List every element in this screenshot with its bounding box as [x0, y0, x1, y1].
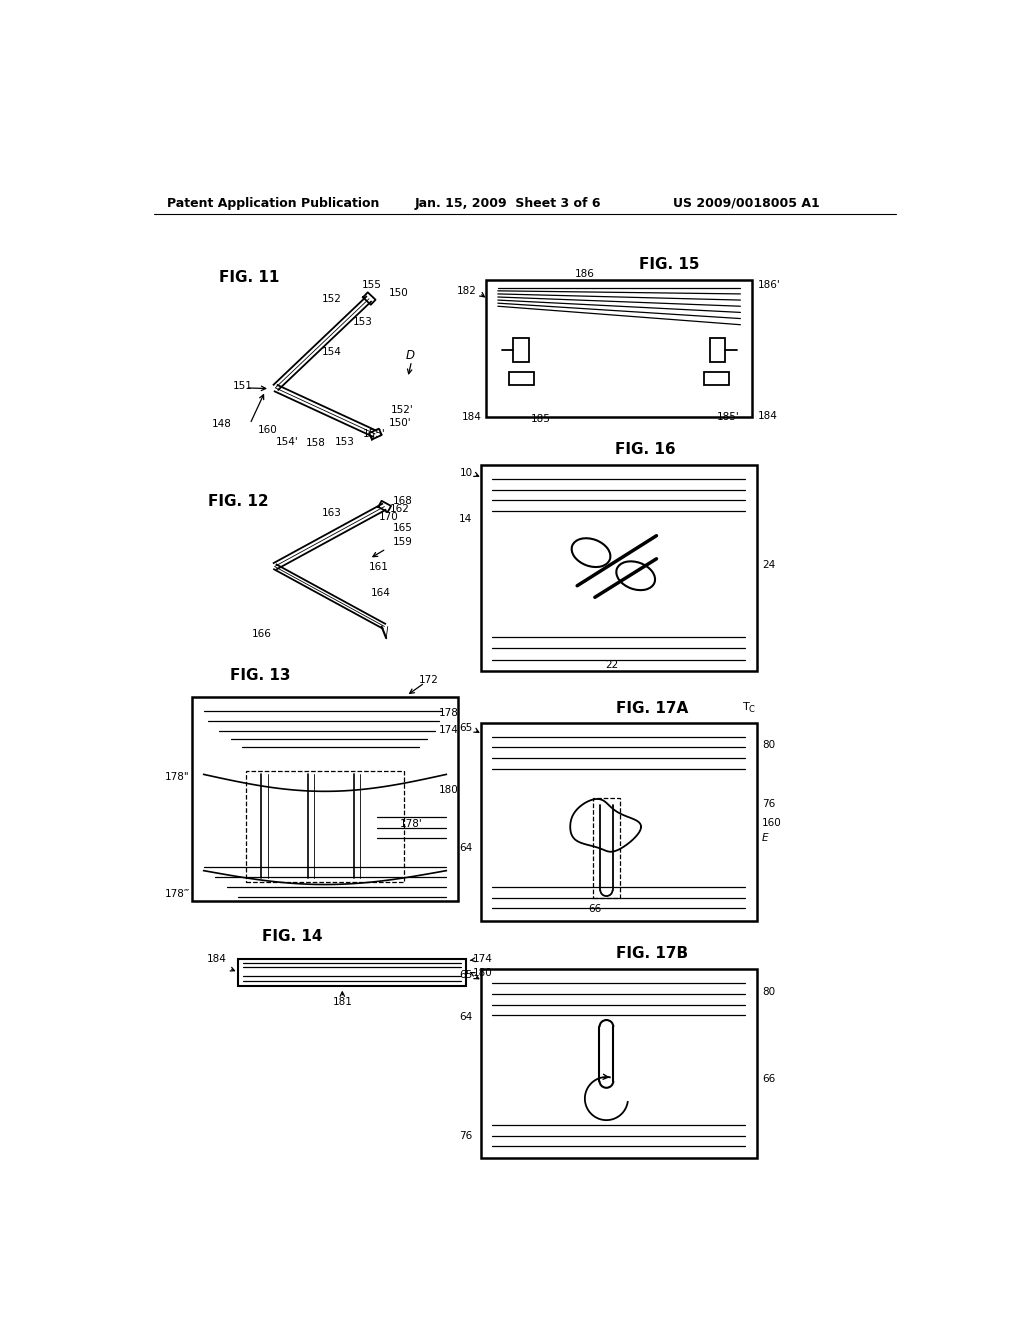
Text: 151: 151 [233, 380, 253, 391]
Text: FIG. 13: FIG. 13 [229, 668, 290, 684]
Text: 184: 184 [758, 411, 777, 421]
Text: 66: 66 [589, 904, 602, 915]
Text: 170: 170 [379, 512, 398, 523]
Text: 158: 158 [306, 438, 326, 449]
Text: 80: 80 [762, 986, 775, 997]
Bar [593, 797, 621, 898]
Text: 180: 180 [438, 785, 459, 795]
Ellipse shape [616, 561, 655, 590]
Text: 155': 155' [364, 429, 386, 440]
Text: 174: 174 [438, 725, 459, 735]
Text: Patent Application Publication: Patent Application Publication [167, 197, 379, 210]
Text: 164: 164 [371, 589, 391, 598]
Text: 64: 64 [459, 842, 472, 853]
Text: US 2009/0018005 A1: US 2009/0018005 A1 [673, 197, 820, 210]
Text: 162: 162 [390, 504, 410, 513]
Bar [513, 338, 528, 363]
Text: FIG. 12: FIG. 12 [208, 494, 268, 508]
Bar [481, 723, 757, 921]
Text: 178': 178' [400, 820, 423, 829]
Bar [239, 960, 466, 986]
Bar [509, 372, 535, 385]
Bar [481, 969, 757, 1158]
Bar [710, 338, 725, 363]
Bar [486, 280, 752, 417]
Text: 186': 186' [758, 280, 780, 290]
Text: 150': 150' [388, 417, 411, 428]
Text: 184: 184 [207, 954, 226, 964]
Text: 161: 161 [370, 561, 389, 572]
Text: 148: 148 [211, 418, 231, 429]
Text: 178": 178" [165, 772, 189, 781]
Text: 172: 172 [419, 676, 439, 685]
Text: 153: 153 [335, 437, 354, 446]
Text: 185': 185' [717, 412, 740, 422]
Text: 150: 150 [388, 288, 409, 298]
Text: FIG. 14: FIG. 14 [262, 928, 323, 944]
Text: 160: 160 [258, 425, 278, 436]
Text: 165: 165 [392, 523, 413, 533]
Text: FIG. 16: FIG. 16 [614, 442, 675, 457]
Text: T: T [742, 702, 750, 713]
Text: Jan. 15, 2009  Sheet 3 of 6: Jan. 15, 2009 Sheet 3 of 6 [415, 197, 601, 210]
Text: 14: 14 [459, 513, 472, 524]
Text: C: C [749, 705, 755, 714]
Text: 24: 24 [762, 560, 775, 570]
Text: 163: 163 [322, 508, 341, 517]
Text: 154': 154' [275, 437, 298, 446]
Text: 76: 76 [459, 1131, 472, 1142]
Bar [705, 372, 729, 385]
Text: 64: 64 [459, 1012, 472, 1022]
Bar [193, 697, 458, 902]
Text: 168: 168 [392, 496, 413, 506]
Text: 178‴: 178‴ [165, 888, 190, 899]
Text: 152: 152 [322, 294, 341, 305]
Text: 182: 182 [457, 286, 477, 296]
Text: 22: 22 [605, 660, 618, 671]
Text: 155: 155 [361, 280, 381, 290]
Text: FIG. 17A: FIG. 17A [615, 701, 688, 717]
Text: 154: 154 [322, 347, 341, 358]
Text: 166: 166 [252, 630, 272, 639]
Text: 10: 10 [460, 467, 472, 478]
Text: 185: 185 [531, 413, 551, 424]
Ellipse shape [571, 539, 610, 568]
Text: 66: 66 [762, 1073, 775, 1084]
Text: 153: 153 [352, 317, 372, 327]
Text: FIG. 17B: FIG. 17B [615, 946, 688, 961]
Text: 76: 76 [762, 799, 775, 809]
Text: 159: 159 [392, 537, 413, 546]
Text: 180: 180 [473, 968, 493, 978]
Text: 174: 174 [473, 954, 494, 964]
Text: 181: 181 [333, 997, 352, 1007]
Text: FIG. 15: FIG. 15 [639, 257, 699, 272]
Text: 80: 80 [762, 741, 775, 750]
Text: 152': 152' [391, 405, 414, 416]
Text: 65: 65 [459, 970, 472, 979]
Text: FIG. 11: FIG. 11 [219, 271, 280, 285]
Bar [246, 771, 403, 882]
Text: D: D [406, 348, 415, 362]
Text: 186: 186 [574, 269, 595, 279]
Text: 184: 184 [462, 412, 481, 422]
Text: 178: 178 [438, 708, 459, 718]
Text: E: E [762, 833, 768, 843]
Text: 65: 65 [459, 723, 472, 733]
Bar [481, 465, 757, 671]
Text: 160: 160 [762, 818, 781, 828]
